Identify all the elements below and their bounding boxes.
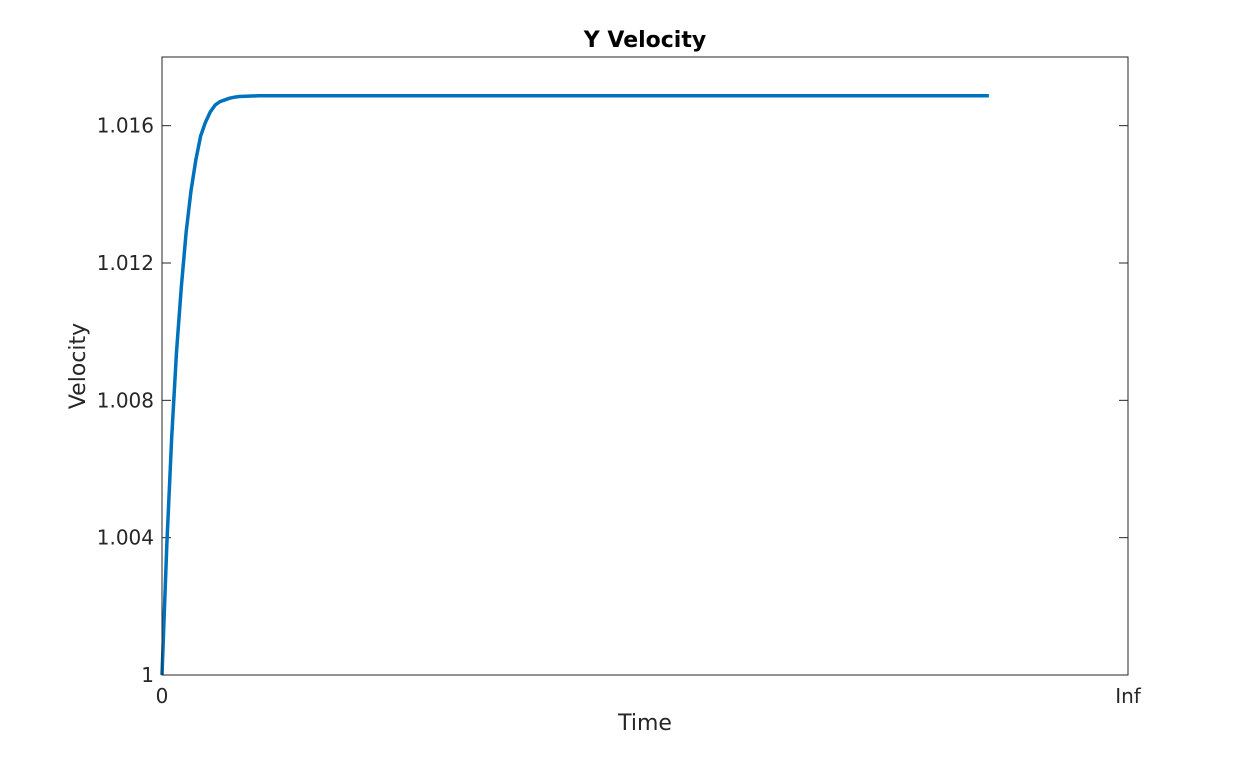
axes-box [161, 56, 1129, 676]
y-axis-label: Velocity [66, 323, 91, 409]
x-tick-label-1: Inf [1115, 684, 1142, 708]
y-tick-label-0: 1 [141, 663, 154, 687]
y-tick-label-3: 1.012 [97, 251, 154, 275]
x-axis-label: Time [617, 711, 672, 736]
x-tick-labels: 0 Inf [156, 684, 1142, 708]
chart-title: Y Velocity [583, 28, 706, 53]
y-tick-label-2: 1.008 [97, 388, 154, 412]
series-line-0 [160, 94, 989, 676]
plot-area [162, 57, 1128, 675]
y-tick-labels: 1 1.004 1.008 1.012 1.016 [97, 114, 154, 687]
y-tick-label-4: 1.016 [97, 114, 154, 138]
x-tick-label-0: 0 [156, 684, 169, 708]
series-layer [160, 94, 989, 676]
y-tick-label-1: 1.004 [97, 526, 154, 550]
